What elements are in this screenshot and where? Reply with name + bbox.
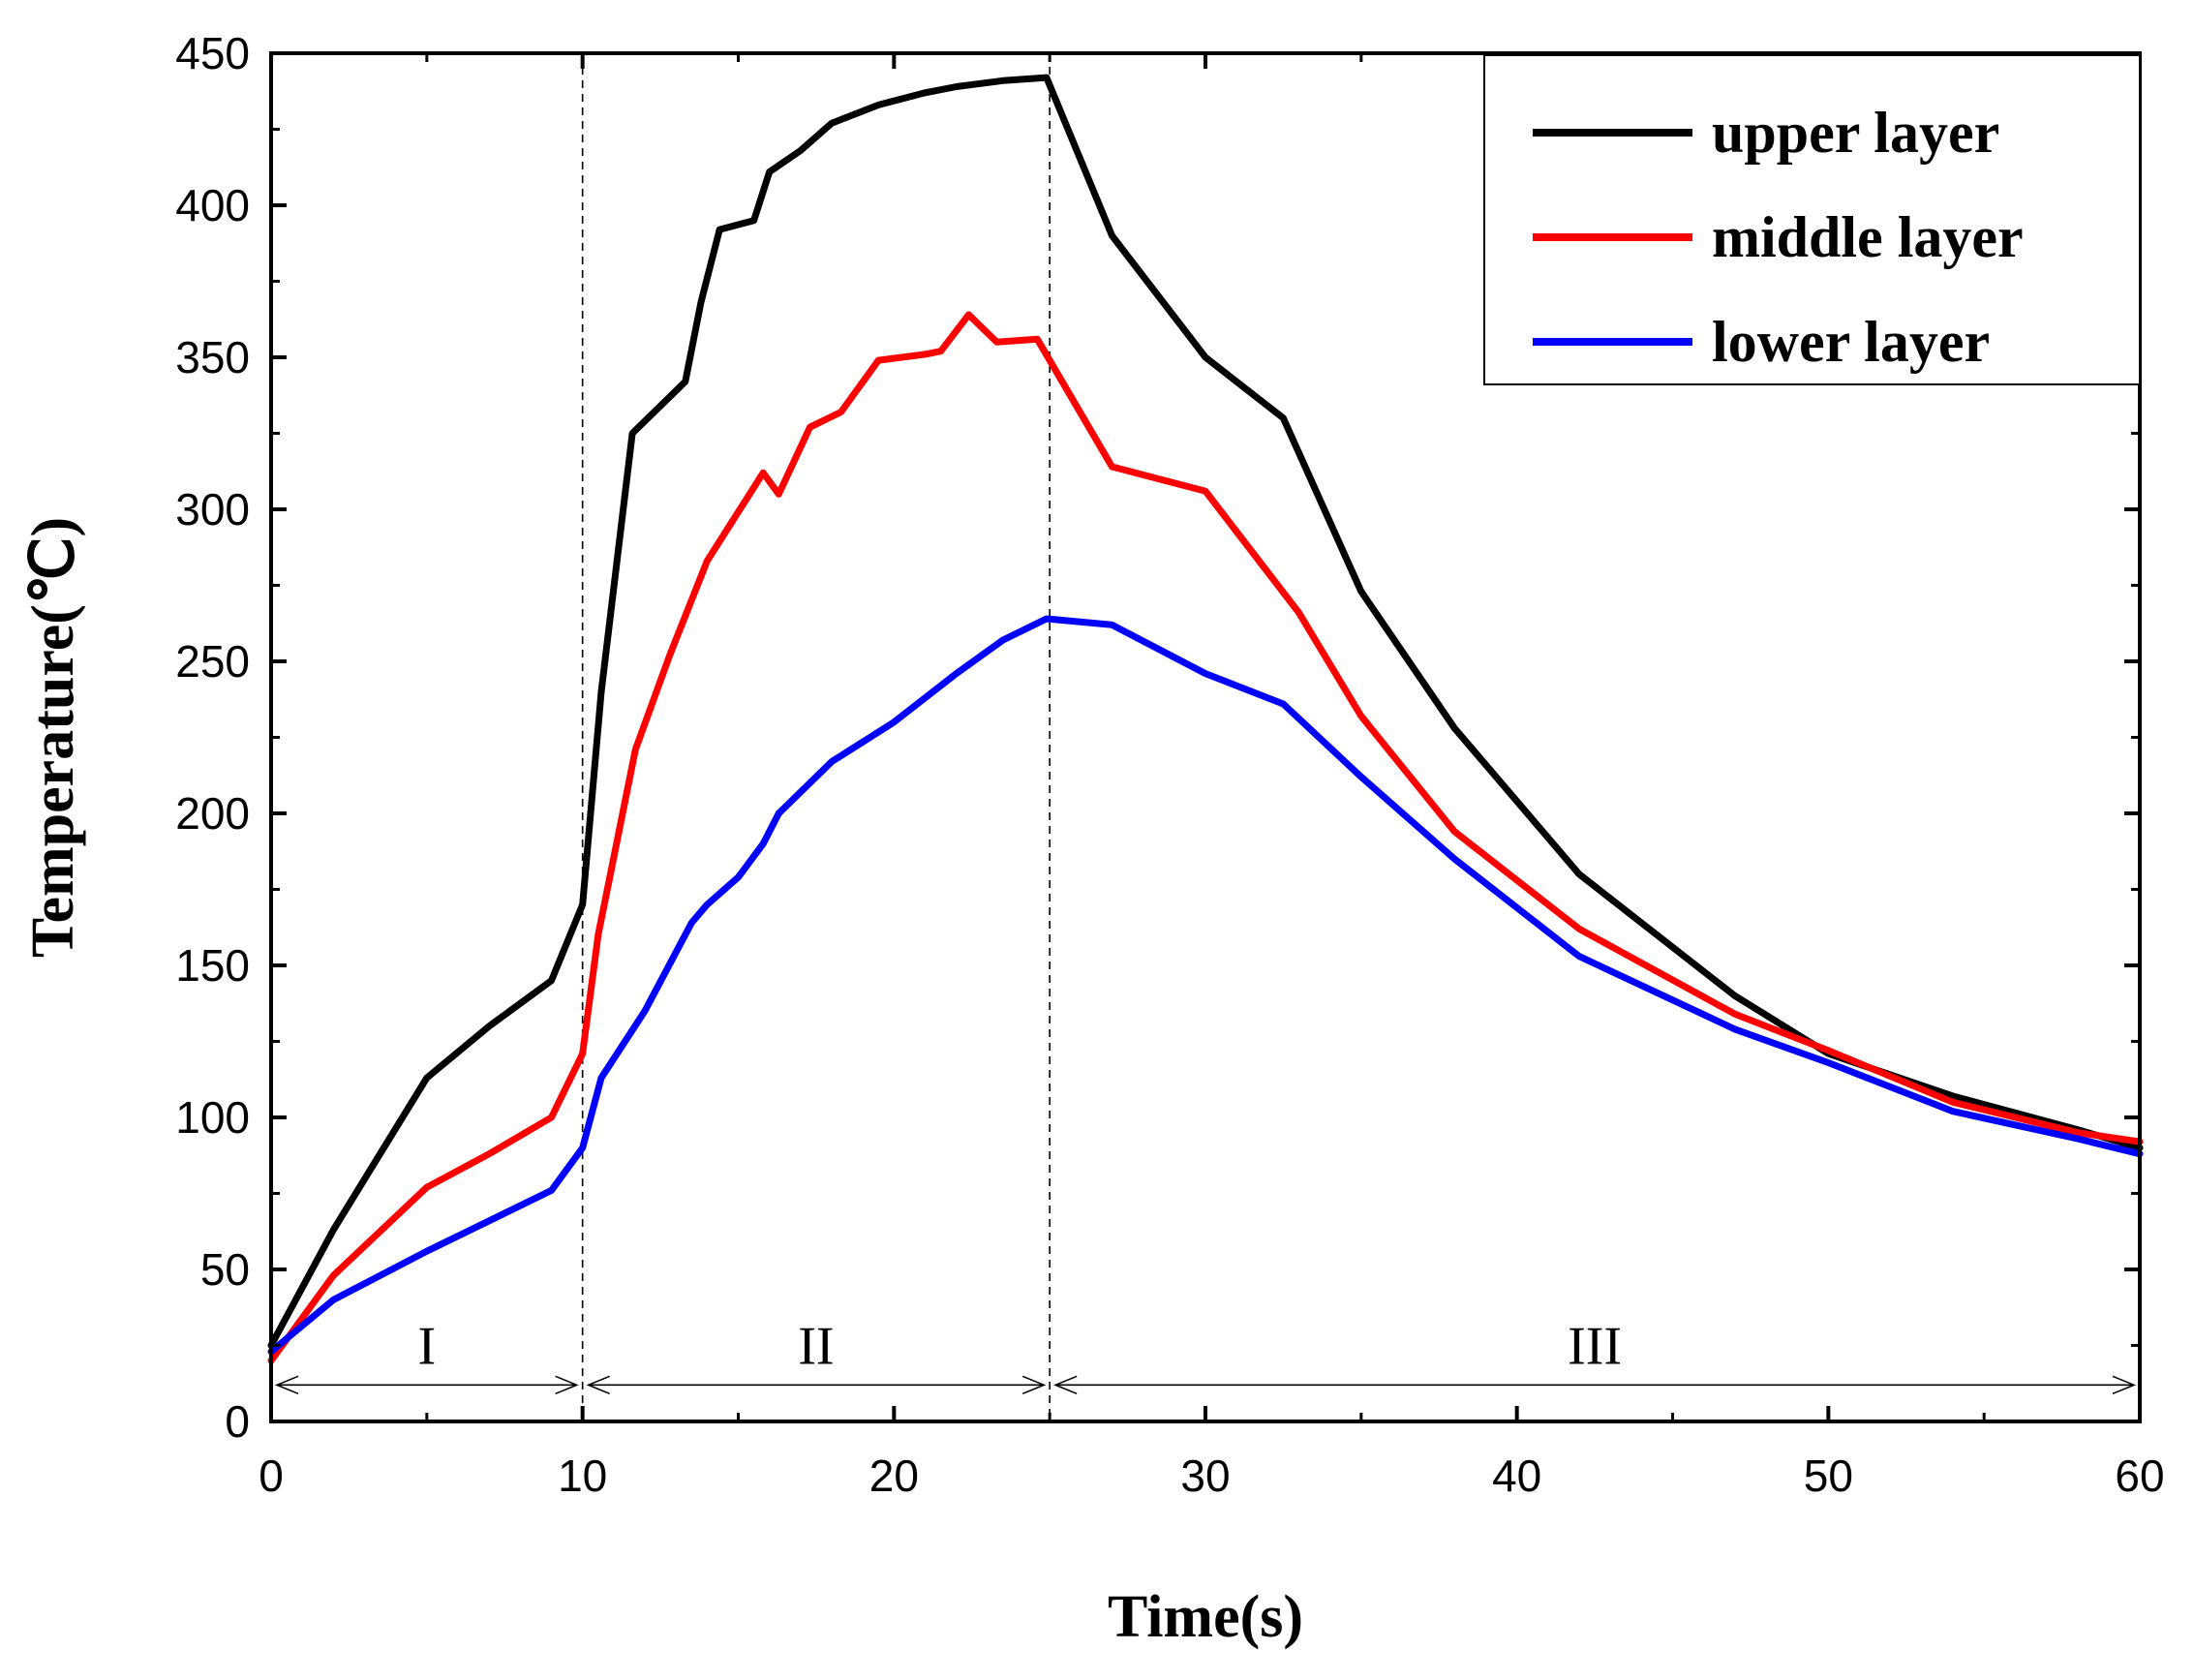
- series-line-middle-layer: [267, 311, 2144, 1364]
- legend-label: upper layer: [1712, 101, 1999, 165]
- legend-box: [1483, 54, 2141, 385]
- legend: upper layer middle layer lower layer: [1483, 54, 2141, 385]
- phase-arrowhead-left: [586, 1375, 610, 1395]
- y-tick-label: 450: [175, 28, 250, 78]
- phase-annotation-layer: I II III: [274, 1316, 2137, 1395]
- y-tick-label: 300: [175, 484, 250, 535]
- y-tick-label: 250: [175, 636, 250, 687]
- x-tick-label: 0: [259, 1451, 284, 1501]
- phase-label: I: [418, 1316, 437, 1376]
- phase-arrowhead-right: [2112, 1375, 2137, 1395]
- y-tick-label: 50: [200, 1244, 250, 1295]
- phase-divider-layer: [581, 53, 1051, 1421]
- y-axis-title: Temperature(℃): [20, 517, 86, 958]
- phase-arrowhead-left: [1053, 1375, 1078, 1395]
- series-line-lower-layer: [267, 615, 2144, 1356]
- phase-arrowhead-right: [1021, 1375, 1047, 1395]
- ticks-layer: 0 10 20 30 40 50 60 0 50 100 150 200 250 300 350 400 450: [175, 28, 2164, 1501]
- phase-arrowhead-left: [274, 1375, 299, 1395]
- x-tick-label: 50: [1804, 1451, 1853, 1501]
- x-tick-label: 40: [1492, 1451, 1541, 1501]
- y-tick-label: 0: [225, 1396, 250, 1447]
- x-tick-label: 10: [558, 1451, 607, 1501]
- series-layer: [267, 74, 2144, 1364]
- phase-label: III: [1568, 1316, 1622, 1376]
- y-tick-label: 150: [175, 940, 250, 991]
- y-tick-label: 200: [175, 788, 250, 839]
- series-line-upper-layer: [267, 74, 2144, 1349]
- legend-label: middle layer: [1712, 205, 2024, 269]
- y-tick-label: 100: [175, 1092, 250, 1143]
- x-axis-title: Time(s): [1108, 1584, 1303, 1650]
- x-tick-label: 30: [1180, 1451, 1230, 1501]
- x-tick-label: 20: [869, 1451, 919, 1501]
- phase-label: II: [798, 1316, 834, 1376]
- x-tick-label: 60: [2115, 1451, 2164, 1501]
- y-tick-label: 350: [175, 332, 250, 382]
- y-tick-label: 400: [175, 180, 250, 230]
- legend-label: lower layer: [1712, 310, 1990, 374]
- phase-arrowhead-right: [555, 1375, 579, 1395]
